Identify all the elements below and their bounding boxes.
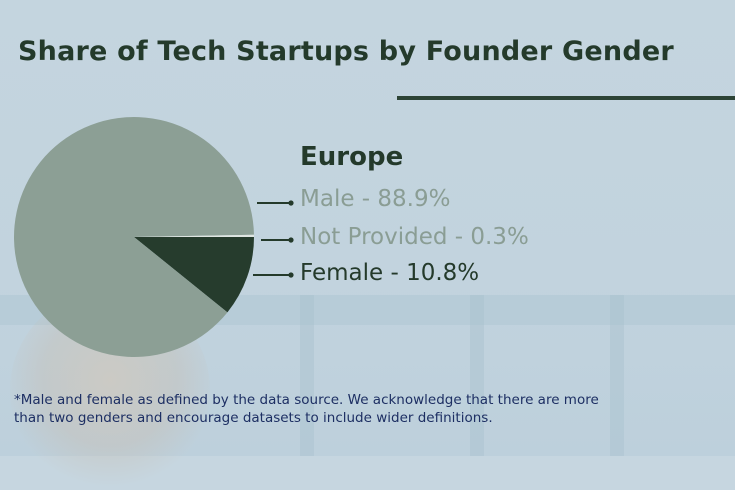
legend-item-male: Male - 88.9%	[300, 186, 451, 212]
legend-item-not-provided: Not Provided - 0.3%	[300, 224, 529, 250]
pie-slice-female	[134, 237, 254, 313]
chart-subtitle: Europe	[300, 142, 404, 172]
connector-male-dot	[288, 200, 294, 206]
pie-slice-male	[14, 117, 254, 358]
background-window-column	[470, 295, 484, 456]
background-window-column	[610, 295, 624, 456]
title-underline	[397, 96, 735, 100]
pie-slice-not-provided	[134, 234, 255, 237]
connector-not-provided-dot	[288, 237, 294, 243]
legend-item-female: Female - 10.8%	[300, 260, 480, 286]
chart-title: Share of Tech Startups by Founder Gender	[18, 36, 674, 67]
connector-female-dot	[288, 272, 294, 278]
pie-chart	[14, 117, 294, 358]
background-window-column	[300, 295, 314, 456]
footnote: *Male and female as defined by the data …	[14, 392, 599, 426]
